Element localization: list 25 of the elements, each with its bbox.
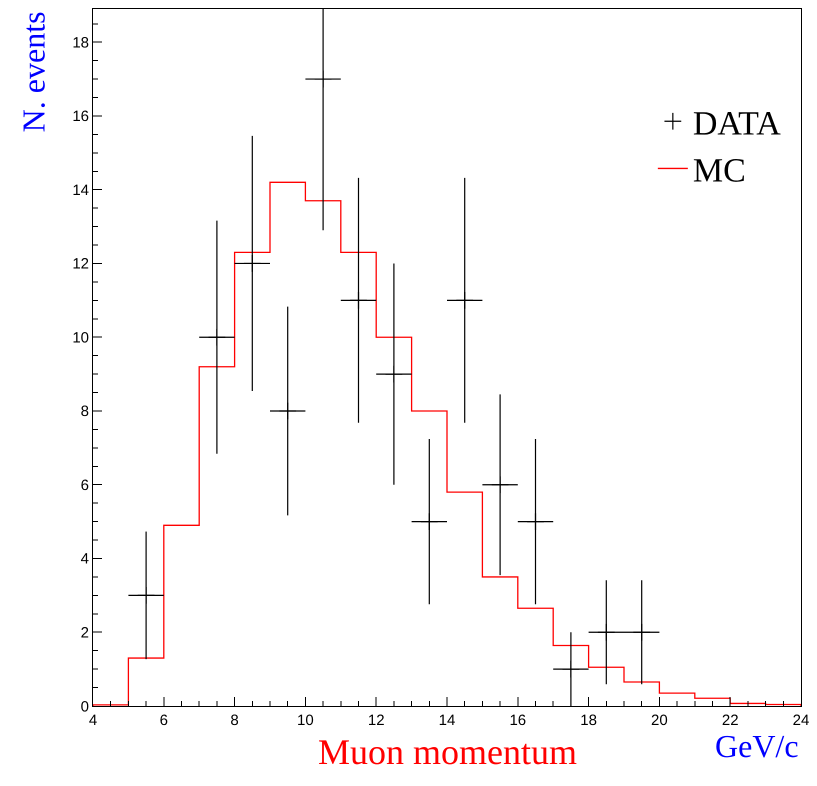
y-tick-label: 16 — [72, 108, 89, 126]
y-tick-label: 14 — [72, 182, 89, 199]
y-tick-label: 2 — [80, 624, 89, 642]
y-axis-title: N. events — [15, 11, 52, 132]
x-tick-label: 20 — [651, 712, 668, 729]
y-tick-label: 4 — [80, 550, 89, 568]
y-tick-label: 0 — [80, 698, 89, 716]
x-tick-label: 10 — [297, 712, 314, 729]
x-tick-label: 18 — [580, 712, 597, 729]
y-tick-label: 8 — [80, 403, 89, 420]
x-tick-label: 8 — [230, 712, 239, 729]
y-tick-label: 6 — [80, 476, 89, 494]
x-axis-title: Muon momentum — [318, 732, 577, 772]
x-tick-label: 14 — [438, 712, 456, 729]
text: GeV/c — [715, 728, 799, 764]
x-tick-label: 12 — [368, 712, 385, 729]
y-tick-label: 10 — [72, 329, 89, 346]
legend-label: MC — [692, 152, 746, 190]
x-tick-label: 16 — [509, 712, 526, 729]
y-tick-label: 18 — [72, 34, 89, 52]
legend-label: DATA — [692, 106, 782, 142]
x-tick-label: 22 — [722, 712, 739, 729]
x-tick-label: 6 — [160, 712, 168, 729]
x-tick-label: 24 — [792, 712, 810, 729]
y-tick-label: 12 — [72, 256, 89, 273]
